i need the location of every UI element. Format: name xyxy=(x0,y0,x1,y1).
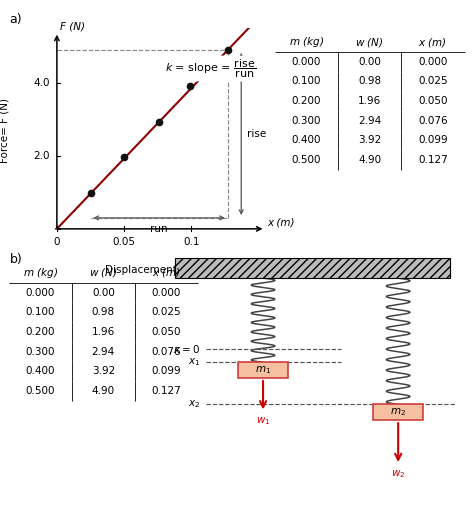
Text: $w_2$: $w_2$ xyxy=(391,468,405,480)
Text: rise: rise xyxy=(246,129,266,139)
Text: $x_2$: $x_2$ xyxy=(188,399,200,410)
Text: 0.1: 0.1 xyxy=(183,237,200,247)
Text: $m_1$: $m_1$ xyxy=(255,364,271,376)
Text: $x = 0$: $x = 0$ xyxy=(173,343,200,355)
Text: $x_1$: $x_1$ xyxy=(188,356,200,368)
Text: b): b) xyxy=(9,253,22,266)
Text: Displacement= x (m): Displacement= x (m) xyxy=(106,265,217,275)
Text: 4.0: 4.0 xyxy=(34,78,50,88)
Text: F (N): F (N) xyxy=(60,21,84,31)
Bar xyxy=(374,404,423,420)
Text: $w_1$: $w_1$ xyxy=(256,415,270,427)
Text: $m_2$: $m_2$ xyxy=(390,406,406,418)
Text: 0.05: 0.05 xyxy=(113,237,136,247)
Text: Force= F (N): Force= F (N) xyxy=(0,98,10,163)
Bar xyxy=(238,362,288,378)
Text: 2.0: 2.0 xyxy=(34,151,50,161)
Text: run: run xyxy=(150,224,168,235)
Text: x (m): x (m) xyxy=(267,217,294,227)
Bar xyxy=(175,259,450,278)
Text: 0: 0 xyxy=(54,237,60,247)
Text: a): a) xyxy=(9,13,22,26)
Text: $k$ = slope = $\dfrac{\mathrm{rise}}{\mathrm{run}}$: $k$ = slope = $\dfrac{\mathrm{rise}}{\ma… xyxy=(164,57,255,80)
